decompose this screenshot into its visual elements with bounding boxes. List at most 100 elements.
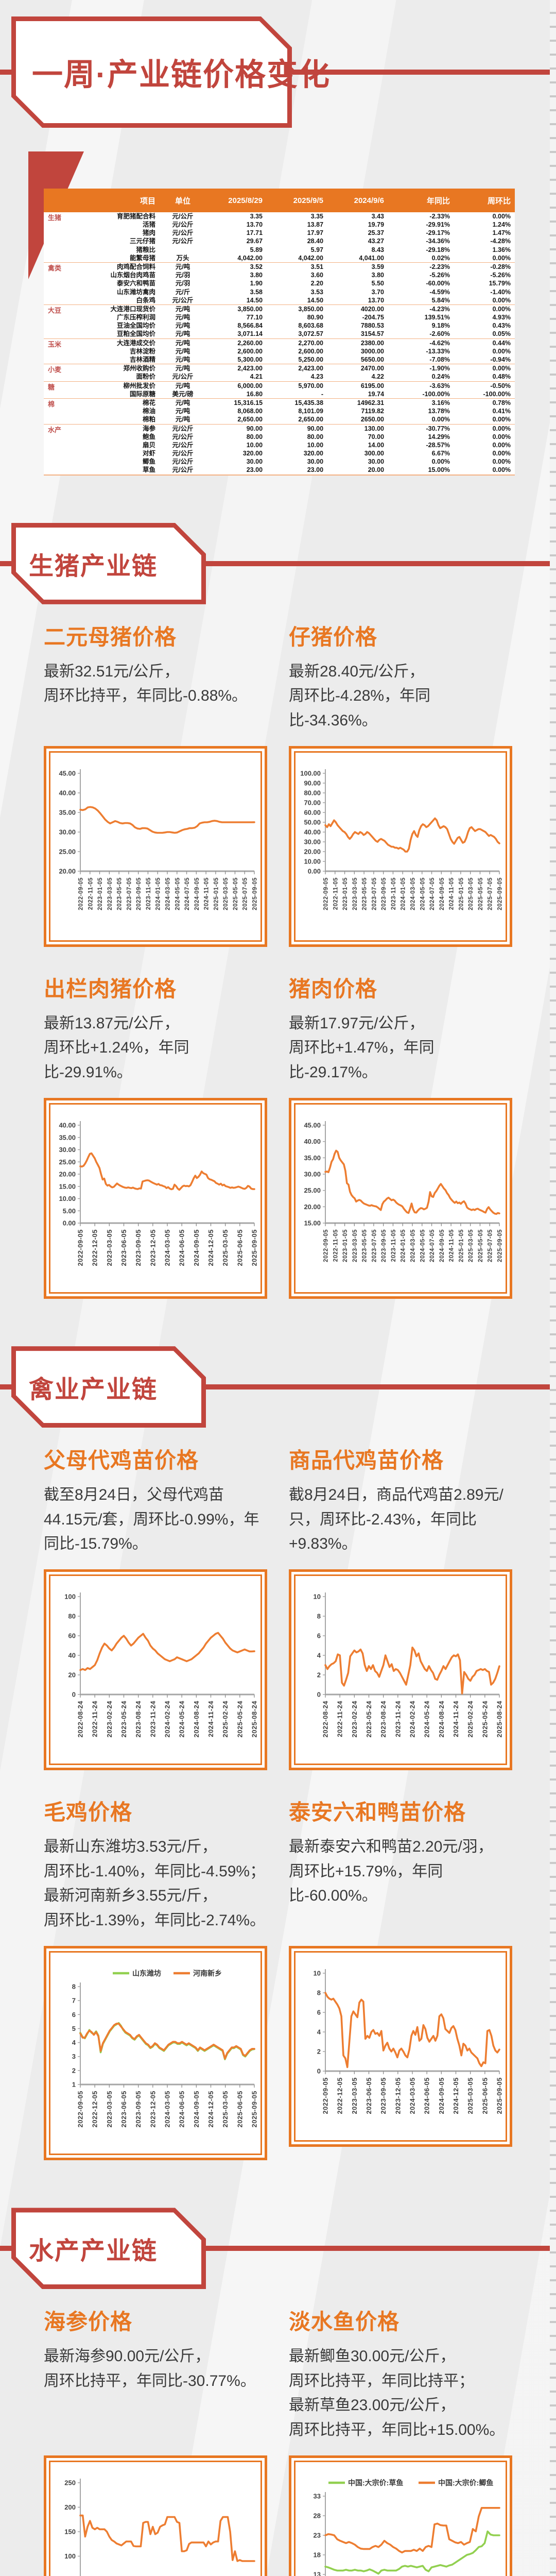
svg-text:2024-08-24: 2024-08-24 (438, 1701, 445, 1738)
table-row: 能繁母猪 万头 4,042.00 4,042.00 4,041.00 0.02% 0.00% (44, 254, 515, 263)
table-row: 草鱼 元/公斤 23.00 23.00 20.00 15.00% 0.00% (44, 466, 515, 475)
value-cell: 4,042.00 (298, 254, 324, 262)
svg-text:2024-03-05: 2024-03-05 (165, 877, 171, 910)
unit-cell: 美元/磅 (172, 390, 194, 398)
svg-text:10.00: 10.00 (304, 857, 321, 865)
category-cell: 生猪 (48, 214, 62, 222)
card-summary: 最新泰安六和鸭苗2.20元/羽， 周环比+15.79%，年同比-60.00%。 (289, 1838, 493, 1905)
value-cell: 3.51 (267, 262, 328, 272)
svg-text:2024-03-05: 2024-03-05 (410, 1229, 416, 1262)
value-cell: 17.97 (307, 229, 324, 237)
value-cell: 10.00 (246, 441, 263, 449)
item-cell: 海参 (75, 423, 160, 433)
value-cell: 2470.00 (327, 364, 389, 373)
svg-text:2025-07-05: 2025-07-05 (488, 1229, 494, 1262)
value-cell: -100.00% (422, 390, 450, 398)
svg-text:2025-05-24: 2025-05-24 (481, 1701, 489, 1738)
value-cell: 13.70 (246, 221, 263, 229)
unit-cell: 元/吨 (160, 304, 206, 314)
svg-text:2023-01-05: 2023-01-05 (97, 877, 103, 910)
value-cell: 4,042.00 (237, 254, 263, 262)
value-cell: 23.00 (307, 466, 324, 474)
value-cell: -0.94% (490, 356, 511, 364)
value-cell: 29.67 (246, 238, 263, 245)
svg-text:28: 28 (314, 2512, 321, 2520)
value-cell: 0.00% (431, 458, 450, 466)
price-table: 项目 单位 2025/8/29 2025/9/5 2024/9/6 年同比 周环比 生猪 育肥猪… (44, 189, 515, 476)
svg-text:山东潍坊: 山东潍坊 (132, 1969, 161, 1977)
value-cell: 3.80 (371, 272, 385, 279)
value-cell: 1.36% (492, 246, 511, 253)
chart-frame: 0.00 10.00 20.00 30.00 40.00 50.00 60.00 70.00 8… (289, 745, 512, 947)
price-card-shangpindai: 商品代鸡苗价格截8月24日，商品代鸡苗2.89元/ 只，周环比-2.43%，年同… (289, 1443, 512, 1771)
value-cell: 5,970.00 (267, 381, 328, 390)
svg-text:2024-09-05: 2024-09-05 (194, 877, 200, 910)
svg-text:2023-09-05: 2023-09-05 (381, 877, 387, 910)
unit-cell: 元/公斤 (172, 450, 194, 457)
svg-text:2025-02-24: 2025-02-24 (221, 1701, 229, 1738)
svg-text:70.00: 70.00 (304, 799, 321, 806)
svg-text:6: 6 (72, 2011, 76, 2019)
card-summary: 最新山东潍坊3.53元/斤， 周环比-1.40%，年同比-4.59%； 最新河南… (44, 1838, 266, 1929)
value-cell: 20.00 (368, 466, 385, 474)
svg-text:2022-12-05: 2022-12-05 (336, 2077, 344, 2114)
value-cell: -2.60% (429, 330, 450, 338)
value-cell: -28.57% (426, 441, 450, 449)
table-row: 禽类 肉鸡配合饲料 元/吨 3.52 3.51 3.59 -2.23% -0.28% (44, 262, 515, 305)
value-cell: 5650.00 (360, 356, 385, 364)
svg-text:2: 2 (317, 2048, 321, 2056)
svg-text:2022-08-24: 2022-08-24 (77, 1701, 84, 1738)
card-summary: 截至8月24日，父母代鸡苗 44.15元/套，周环比-0.99%，年 同比-15… (44, 1486, 259, 1552)
svg-text:2022-09-05: 2022-09-05 (77, 2091, 84, 2128)
table-row: 小麦 郑州收购价 元/吨 2,423.00 2,423.00 2470.00 -1.90% 0… (44, 364, 515, 382)
table-row: 棉油 元/吨 8,068.00 8,101.09 7119.82 13.78% 0.41% (44, 407, 515, 415)
svg-text:2025-07-05: 2025-07-05 (242, 877, 249, 910)
card-title: 商品代鸡苗价格 (289, 1448, 444, 1473)
card-summary: 截8月24日，商品代鸡苗2.89元/ 只，周环比-2.43%，年同比 +9.83… (289, 1486, 503, 1552)
svg-text:2024-11-05: 2024-11-05 (449, 1229, 455, 1262)
svg-text:2024-01-05: 2024-01-05 (401, 1229, 407, 1262)
svg-text:100: 100 (64, 1593, 76, 1601)
scrollbar-track[interactable] (550, 0, 556, 2576)
svg-text:2025-03-05: 2025-03-05 (221, 1229, 229, 1266)
table-row: 山东潍坊禽肉 元/斤 3.58 3.53 3.70 -4.59% -1.40% (44, 288, 515, 296)
table-row: 棉棉花 元/吨 15,316.15 15,435.38 14962.31 3.16% 0.7… (44, 398, 515, 425)
price-card-fumudai: 父母代鸡苗价格截至8月24日，父母代鸡苗 44.15元/套，周环比-0.99%，… (44, 1443, 267, 1771)
table-row: 豆油全国均价 元/吨 8,566.84 8,603.68 7880.53 9.18% 0.4… (44, 321, 515, 330)
svg-text:2025-05-24: 2025-05-24 (236, 1701, 244, 1738)
svg-text:2025-03-05: 2025-03-05 (466, 2077, 474, 2114)
svg-text:30.00: 30.00 (304, 1171, 321, 1178)
svg-text:20.00: 20.00 (304, 848, 321, 855)
value-cell: 3.35 (250, 212, 263, 220)
svg-text:2023-12-05: 2023-12-05 (149, 2091, 157, 2128)
table-row: 广东压榨利润 元/吨 77.10 80.90 -204.75 139.51% 4.93% (44, 313, 515, 321)
item-cell: 面粉价 (136, 373, 156, 381)
unit-cell: 元/公斤 (172, 373, 194, 381)
section-title: 禽业产业链 (29, 1376, 158, 1404)
value-cell: 2,270.00 (267, 338, 328, 347)
table-row: 豆粕全国均价 元/吨 3,071.14 3,072.57 3154.57 -2.60% 0.… (44, 330, 515, 339)
price-card-danshuiyu: 淡水鱼价格 最新鲫鱼30.00元/公斤， 周环比持平，年同比持平； 最新草鱼23.… (289, 2304, 512, 2576)
category-cell: 糖 (44, 381, 75, 399)
svg-text:10: 10 (314, 1970, 321, 1977)
value-cell: 13.78% (428, 408, 450, 415)
svg-text:20.00: 20.00 (304, 1203, 321, 1211)
value-cell: 2,260.00 (206, 338, 267, 347)
value-cell: 300.00 (364, 450, 385, 457)
value-cell: 15,435.38 (267, 398, 328, 408)
svg-text:2023-11-24: 2023-11-24 (394, 1701, 402, 1737)
item-cell: 鲍鱼 (143, 433, 156, 440)
chart-frame: 1 2 3 4 5 6 7 8 2022-09-05 2022-12-05 2023-03-05 20… (44, 1946, 267, 2161)
value-cell: 2,600.00 (237, 347, 263, 355)
line-chart-maoji: 1 2 3 4 5 6 7 8 2022-09-05 2022-12-05 2023-03-05 20… (72, 1969, 258, 2128)
card-title: 父母代鸡苗价格 (44, 1448, 199, 1473)
chart-frame: 0 20 40 60 80 100 2022-08-24 2022-11-24 2023-02-… (44, 1569, 267, 1771)
card-summary: 最新13.87元/公斤， 周环比+1.24%，年同比-29.91%。 (44, 1014, 189, 1081)
table-row: 活猪 元/公斤 13.70 13.87 19.79 -29.91% 1.24% (44, 221, 515, 229)
value-cell: 3.52 (206, 262, 267, 272)
value-cell: -30.77% (388, 423, 455, 433)
svg-text:2022-11-05: 2022-11-05 (88, 877, 94, 910)
item-cell: 国际原糖 (130, 390, 156, 398)
svg-text:0: 0 (317, 1691, 321, 1699)
value-cell: 3000.00 (360, 347, 385, 355)
